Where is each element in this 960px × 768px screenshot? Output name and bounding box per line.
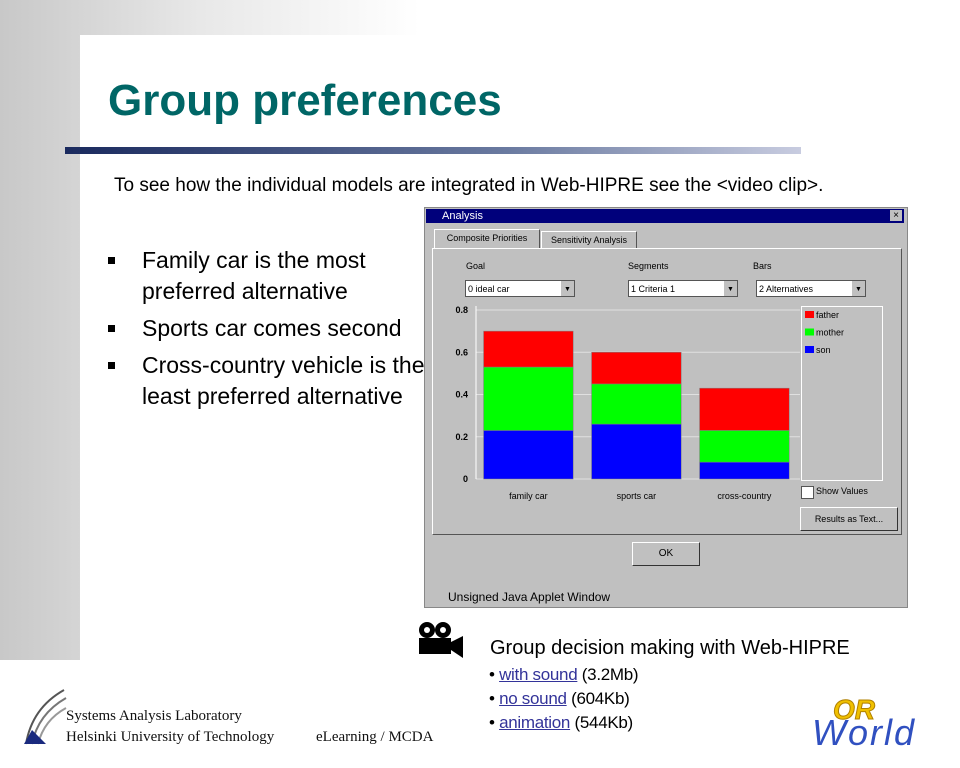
video-item: • animation (544Kb) [489,713,634,732]
video-size: (544Kb) [574,713,634,732]
video-size: (3.2Mb) [581,665,639,684]
tab[interactable]: Composite Priorities [434,229,540,249]
legend-box [801,306,883,481]
video-link[interactable]: animation [499,713,571,732]
bullet: Sports car comes second [108,313,442,344]
legend-entry: son [816,345,831,355]
lab-name: Systems Analysis Laboratory [66,708,242,724]
x-tick-label: cross-country [717,491,772,501]
dropdown-label: Segments [628,261,669,271]
window-title: Analysis × [426,209,904,223]
legend-swatch [805,328,814,336]
bullet: Family car is the most preferred alterna… [108,245,432,307]
slide-title: Group preferences [108,76,502,125]
bar-segment [483,330,574,368]
bar-segment [591,352,682,385]
video-icon [419,622,463,658]
x-tick-label: sports car [617,491,657,501]
checkbox[interactable] [801,486,814,499]
video-link[interactable]: with sound [499,665,578,684]
bar-segment [591,383,682,425]
legend-entry: father [816,310,839,320]
y-tick-label: 0.2 [455,432,468,442]
y-tick-label: 0.6 [455,347,468,357]
bar-segment [591,423,682,480]
ok-button[interactable]: OK [632,542,700,566]
dropdown[interactable]: 0 ideal car [465,280,575,297]
x-tick-label: family car [509,491,548,501]
dropdown-label: Bars [753,261,772,271]
results-button[interactable]: Results as Text... [800,507,898,531]
y-tick-label: 0.4 [455,390,468,400]
dropdown[interactable]: 1 Criteria 1 [628,280,738,297]
logo-bottom: World [812,712,917,753]
video-size: (604Kb) [571,689,630,708]
bar-segment [699,461,790,480]
close-button[interactable]: × [890,210,902,221]
bullet: Cross-country vehicle is the least prefe… [108,350,432,412]
video-heading: Group decision making with Web-HIPRE [490,637,850,659]
intro-text: To see how the individual models are int… [114,175,824,196]
bar-segment [483,430,574,480]
title-rule [65,147,801,154]
bar-segment [699,430,790,463]
legend-swatch [805,311,814,318]
checkbox-label: Show Values [816,486,868,496]
bar-segment [699,387,790,431]
video-item: • no sound (604Kb) [489,689,630,708]
y-tick-label: 0 [463,474,468,484]
bar-segment [483,366,574,431]
logo-top: OR [833,694,876,726]
video-item: • with sound (3.2Mb) [489,665,639,684]
legend-swatch [805,346,814,353]
lab-logo [24,689,67,745]
tab[interactable]: Sensitivity Analysis [541,231,637,249]
university: Helsinki University of Technology [66,729,275,745]
y-tick-label: 0.8 [455,305,468,315]
status-bar: Unsigned Java Applet Window [448,590,611,604]
video-link[interactable]: no sound [499,689,567,708]
window-title-text: Analysis [442,210,483,222]
dropdown-label: Goal [466,261,486,271]
tab-panel [432,248,902,535]
footer-background [0,660,960,768]
dropdown[interactable]: 2 Alternatives [756,280,866,297]
legend-entry: mother [816,328,844,338]
course: eLearning / MCDA [316,729,434,745]
